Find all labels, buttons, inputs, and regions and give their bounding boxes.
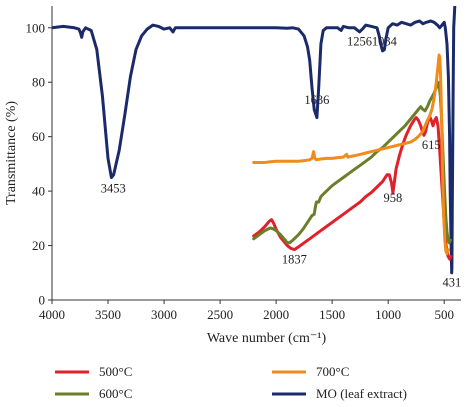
series-line-1 — [252, 114, 453, 261]
series-line-0 — [52, 6, 457, 275]
series-line-3 — [252, 53, 450, 256]
y-tick-label: 0 — [39, 293, 46, 308]
x-tick-label: 500 — [434, 307, 454, 322]
legend-label: MO (leaf extract) — [316, 386, 407, 401]
legend-item: 600°C — [55, 386, 132, 401]
legend-item: 500°C — [55, 364, 132, 379]
y-axis-label: Transmittance (%) — [4, 101, 19, 205]
y-tick-label: 60 — [32, 129, 45, 144]
peak-label: 1837 — [282, 252, 307, 266]
y-tick-label: 20 — [32, 238, 45, 253]
x-axis-label: Wave number (cm⁻¹) — [207, 331, 327, 346]
y-tick-label: 40 — [32, 184, 45, 199]
peak-label: 3453 — [101, 181, 126, 195]
peak-label: 615 — [422, 138, 441, 152]
peak-label: 1034 — [372, 34, 398, 48]
peak-label: 431 — [443, 275, 462, 289]
axes: 0 20 40 60 80 100 4000 3500 3000 2500 2000 1500 1000… — [26, 6, 461, 322]
legend-item: 700°C — [272, 364, 349, 379]
legend-label: 600°C — [99, 386, 132, 401]
x-tick-label: 2500 — [207, 307, 233, 322]
x-tick-label: 4000 — [39, 307, 65, 322]
x-tick-label: 3000 — [151, 307, 177, 322]
peak-label: 958 — [383, 191, 402, 205]
peak-label: 1256 — [347, 34, 372, 48]
x-tick-label: 3500 — [95, 307, 121, 322]
legend: 500°C 700°C 600°C MO (leaf extract) — [55, 364, 407, 401]
x-tick-label: 1000 — [375, 307, 401, 322]
x-tick-label: 1500 — [319, 307, 345, 322]
y-tick-label: 100 — [26, 20, 46, 35]
y-tick-label: 80 — [32, 75, 45, 90]
series-lines — [52, 6, 457, 275]
peak-label: 1636 — [304, 93, 329, 107]
legend-label: 700°C — [316, 364, 349, 379]
plot-area: 3453 1636 1256 1034 615 958 1837 431 — [52, 6, 461, 289]
legend-label: 500°C — [99, 364, 132, 379]
x-tick-label: 2000 — [263, 307, 289, 322]
legend-item: MO (leaf extract) — [272, 386, 407, 401]
